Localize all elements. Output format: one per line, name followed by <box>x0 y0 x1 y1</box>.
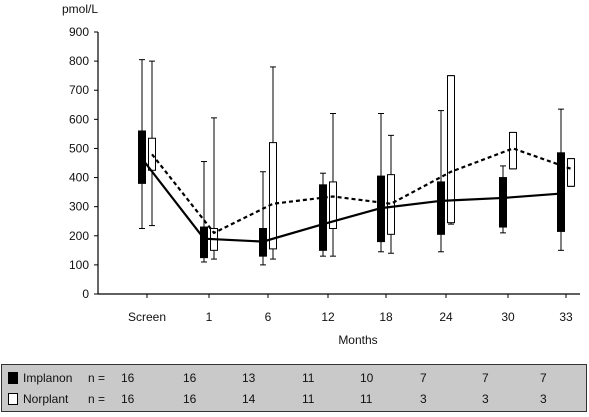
x-tick-label: 30 <box>501 310 515 324</box>
y-tick-label: 900 <box>69 25 89 39</box>
x-tick-label: 12 <box>321 310 335 324</box>
y-tick-label: 0 <box>82 287 89 301</box>
norplant-box <box>329 181 337 230</box>
n-row-implanon: Implanon n = 16 16 13 11 10 7 7 7 <box>2 368 586 388</box>
n-row-label: Norplant <box>23 392 69 406</box>
n-count: 7 <box>420 371 427 385</box>
y-tick-label: 400 <box>69 171 89 185</box>
n-count: 11 <box>302 392 315 406</box>
implanon-box <box>200 226 208 259</box>
y-tick-label: 200 <box>69 229 89 243</box>
n-count: 16 <box>121 371 135 385</box>
x-tick-label: 24 <box>439 310 453 324</box>
norplant-box <box>387 174 395 235</box>
x-axis-label: Months <box>338 333 377 347</box>
n-count: 13 <box>242 371 256 385</box>
norplant-swatch <box>8 393 18 405</box>
x-tick-label: Screen <box>128 310 166 324</box>
implanon-swatch <box>8 372 18 384</box>
y-tick-label: 300 <box>69 200 89 214</box>
implanon-box <box>138 130 146 184</box>
implanon-box <box>557 152 565 232</box>
n-count: 11 <box>302 371 315 385</box>
n-count: 16 <box>183 392 197 406</box>
n-count: 3 <box>482 392 489 406</box>
x-tick-label: 6 <box>265 310 272 324</box>
n-count: 11 <box>360 392 373 406</box>
implanon-box <box>437 181 445 235</box>
n-count: 14 <box>242 392 256 406</box>
n-count: 16 <box>121 392 135 406</box>
sample-size-table: Implanon n = 16 16 13 11 10 7 7 7 Norpla… <box>1 364 587 412</box>
norplant-box <box>269 142 277 250</box>
n-prefix: n = <box>88 371 106 385</box>
implanon-mean-line <box>141 157 562 243</box>
x-tick-label: 18 <box>379 310 393 324</box>
n-row-label: Implanon <box>23 371 73 385</box>
norplant-mean-line <box>151 147 572 235</box>
chart: pmol/L Months 0 100 200 300 400 500 600 700 800 9… <box>62 2 580 347</box>
y-axis-label: pmol/L <box>62 2 98 16</box>
n-count: 10 <box>360 371 374 385</box>
implanon-box <box>319 184 327 251</box>
y-tick-label: 800 <box>69 54 89 68</box>
y-tick-label: 600 <box>69 112 89 126</box>
norplant-box <box>447 75 455 224</box>
norplant-box <box>567 158 575 187</box>
n-prefix: n = <box>88 392 106 406</box>
n-row-norplant: Norplant n = 16 16 14 11 11 3 3 3 <box>2 389 586 409</box>
norplant-box <box>509 131 517 170</box>
y-tick-label: 500 <box>69 141 89 155</box>
x-tick-label: 33 <box>559 310 573 324</box>
n-count: 7 <box>482 371 489 385</box>
y-tick-label: 700 <box>69 83 89 97</box>
n-count: 7 <box>540 371 547 385</box>
n-count: 3 <box>420 392 427 406</box>
n-count: 3 <box>540 392 547 406</box>
implanon-box <box>499 177 507 228</box>
x-tick-label: 1 <box>206 310 213 324</box>
y-tick-label: 100 <box>69 258 89 272</box>
n-count: 16 <box>183 371 197 385</box>
